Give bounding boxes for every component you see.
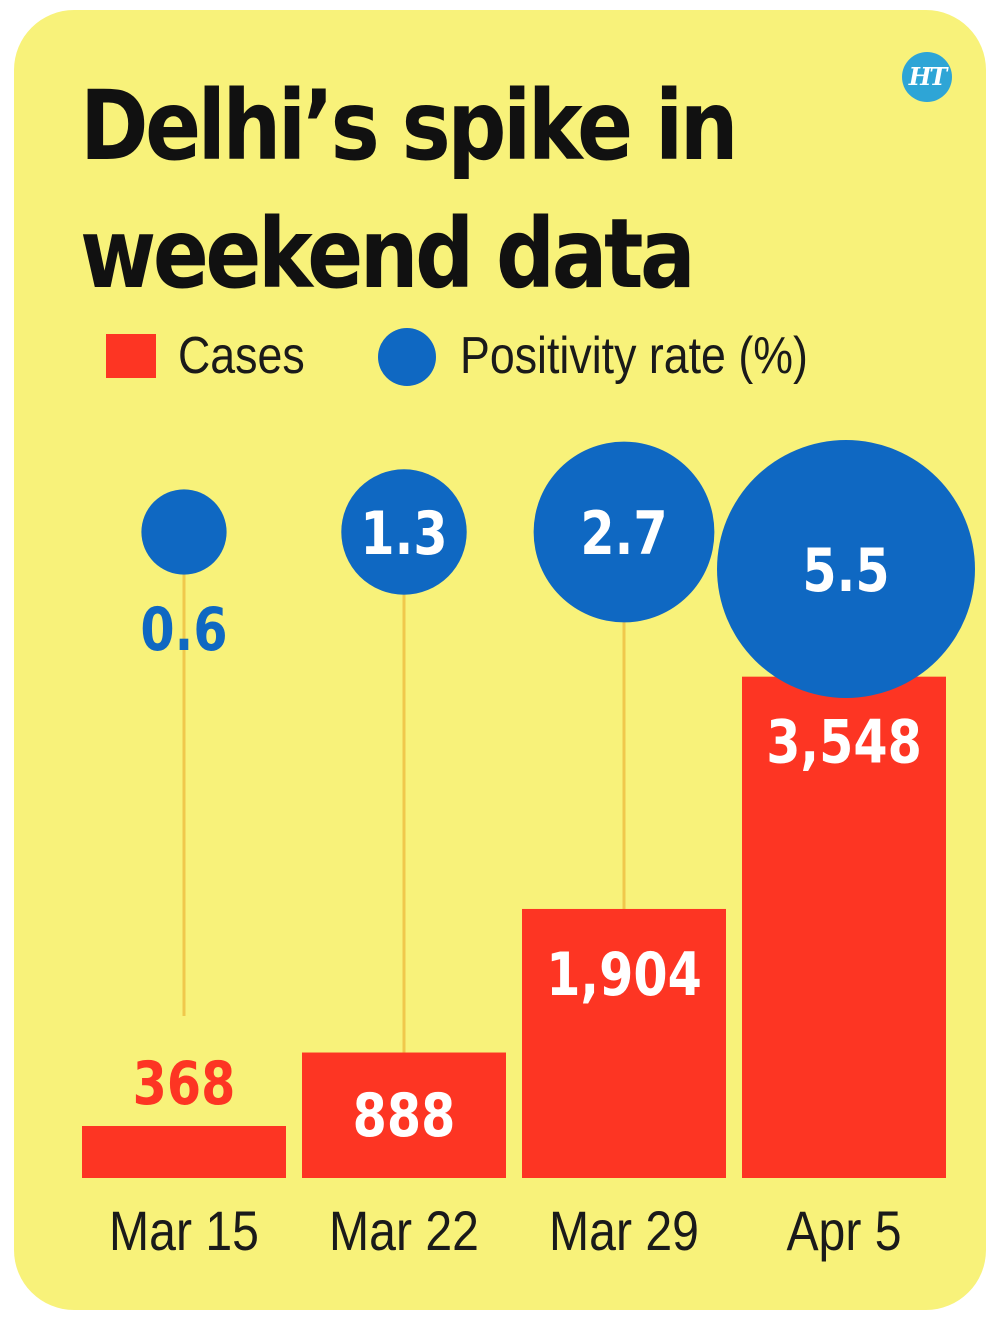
- legend-positivity-swatch: [378, 328, 436, 386]
- x-tick-label-3: Mar 29: [549, 1201, 699, 1263]
- cases-label-4: 3,548: [766, 707, 922, 777]
- bubble-positivity-3: [533, 441, 715, 623]
- bar-cases-3: [522, 908, 726, 1178]
- ht-logo: HT: [902, 52, 952, 102]
- bubble-positivity-4: [717, 440, 975, 698]
- bubble-positivity-2: [341, 469, 467, 595]
- positivity-label-1: 0.6: [140, 594, 227, 664]
- legend-cases-swatch: [106, 334, 156, 378]
- positivity-label-2: 1.3: [360, 498, 447, 568]
- positivity-label-3: 2.7: [580, 498, 667, 568]
- bar-cases-1: [82, 1126, 286, 1178]
- legend-cases-label: Cases: [178, 327, 305, 385]
- chart-title-line-1: Delhi’s spike in: [80, 70, 739, 182]
- legend-positivity-label: Positivity rate (%): [460, 327, 808, 385]
- positivity-label-4: 5.5: [802, 535, 889, 605]
- chart-title: Delhi’s spike in weekend data: [80, 62, 739, 318]
- bar-cases-2: [302, 1052, 506, 1178]
- cases-label-2: 888: [353, 1080, 456, 1150]
- bubble-positivity-1: [141, 489, 227, 575]
- cases-label-1: 368: [133, 1048, 236, 1118]
- chart-title-line-2: weekend data: [80, 198, 696, 310]
- x-tick-label-2: Mar 22: [329, 1201, 479, 1263]
- x-tick-label-4: Apr 5: [786, 1201, 901, 1263]
- cases-label-3: 1,904: [546, 939, 702, 1009]
- x-tick-label-1: Mar 15: [109, 1201, 259, 1263]
- bar-cases-4: [742, 676, 946, 1178]
